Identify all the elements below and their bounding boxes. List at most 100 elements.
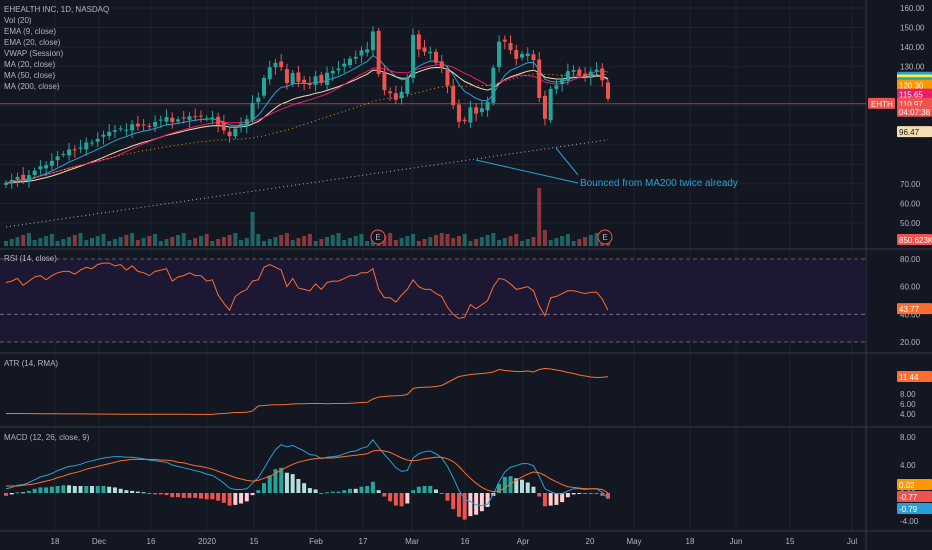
indicator-label-ema9[interactable]: EMA (9, close)	[4, 27, 56, 36]
candle-body[interactable]	[588, 71, 593, 78]
candle-body[interactable]	[525, 53, 530, 56]
candle-body[interactable]	[330, 70, 335, 74]
candle-body[interactable]	[90, 142, 94, 144]
candle-body[interactable]	[256, 97, 261, 103]
candle-body[interactable]	[267, 67, 272, 80]
candle-body[interactable]	[485, 102, 490, 111]
candle-body[interactable]	[290, 73, 295, 84]
candle-body[interactable]	[445, 69, 450, 86]
candle-body[interactable]	[49, 160, 54, 166]
candle-body[interactable]	[565, 71, 570, 81]
candle-body[interactable]	[170, 117, 175, 123]
candle-body[interactable]	[279, 61, 284, 68]
candle-body[interactable]	[118, 128, 123, 130]
candle-body[interactable]	[376, 30, 381, 74]
candle-body[interactable]	[468, 107, 473, 123]
candle-body[interactable]	[296, 72, 301, 82]
candle-body[interactable]	[411, 34, 416, 78]
candle-body[interactable]	[537, 59, 542, 98]
candle-body[interactable]	[606, 82, 610, 99]
candle-body[interactable]	[284, 69, 289, 84]
candle-body[interactable]	[176, 119, 180, 122]
candle-body[interactable]	[502, 39, 507, 42]
candle-body[interactable]	[353, 56, 358, 59]
candle-body[interactable]	[164, 117, 169, 122]
candle-body[interactable]	[307, 84, 312, 86]
indicator-label-ma50[interactable]: MA (50, close)	[4, 71, 55, 80]
candle-body[interactable]	[84, 142, 89, 150]
candle-body[interactable]	[262, 77, 266, 96]
candle-body[interactable]	[112, 130, 117, 132]
indicator-label-vol[interactable]: Vol (20)	[4, 16, 32, 25]
candle-body[interactable]	[4, 182, 8, 185]
candle-body[interactable]	[250, 102, 255, 120]
candle-body[interactable]	[548, 88, 553, 121]
candle-body[interactable]	[422, 47, 427, 52]
candle-body[interactable]	[451, 86, 456, 106]
candle-body[interactable]	[531, 54, 536, 61]
candle-body[interactable]	[474, 107, 479, 114]
candle-body[interactable]	[520, 53, 524, 58]
macd-label[interactable]: MACD (12, 26, close, 9)	[4, 433, 90, 442]
candle-body[interactable]	[571, 70, 576, 72]
candle-body[interactable]	[181, 117, 186, 119]
candle-body[interactable]	[32, 170, 37, 176]
candle-body[interactable]	[221, 122, 226, 131]
candle-body[interactable]	[72, 149, 77, 151]
candle-body[interactable]	[21, 174, 26, 180]
candle-body[interactable]	[244, 119, 249, 126]
candle-body[interactable]	[577, 69, 582, 76]
candle-body[interactable]	[61, 154, 66, 156]
rsi-label[interactable]: RSI (14, close)	[4, 254, 57, 263]
candle-body[interactable]	[124, 129, 129, 131]
candle-body[interactable]	[416, 34, 421, 50]
candle-body[interactable]	[135, 123, 140, 127]
candle-body[interactable]	[141, 124, 146, 126]
candle-body[interactable]	[44, 165, 49, 169]
time-axis[interactable]: 18 Dec 16 2020 15 Feb 17 Mar 16 Apr 20 May 18 Jun 15 Ju…	[51, 537, 858, 546]
atr-label[interactable]: ATR (14, RMA)	[4, 359, 58, 368]
chart-title[interactable]: EHEALTH INC, 1D, NASDAQ	[4, 5, 109, 14]
candle-body[interactable]	[216, 116, 221, 125]
indicator-label-vwap[interactable]: VWAP (Session)	[4, 49, 63, 58]
indicator-label-ma200[interactable]: MA (200, close)	[4, 82, 60, 91]
candle-body[interactable]	[388, 91, 393, 94]
candle-body[interactable]	[233, 128, 238, 137]
candle-body[interactable]	[78, 147, 83, 149]
candle-body[interactable]	[204, 118, 209, 120]
candle-body[interactable]	[594, 69, 599, 72]
candle-body[interactable]	[319, 74, 324, 83]
candle-body[interactable]	[348, 58, 352, 66]
candle-body[interactable]	[130, 124, 135, 131]
candle-body[interactable]	[462, 119, 467, 122]
candle-body[interactable]	[405, 77, 410, 94]
candle-body[interactable]	[9, 180, 14, 184]
candle-body[interactable]	[359, 50, 364, 56]
atr-pane[interactable]	[6, 367, 609, 415]
candle-body[interactable]	[15, 176, 20, 180]
candle-body[interactable]	[382, 71, 387, 91]
annotation[interactable]: Bounced from MA200 twice already	[475, 147, 738, 189]
candle-body[interactable]	[147, 125, 152, 127]
macd-axis[interactable]: 8.004.000.00-4.000.02-0.77-0.79	[897, 433, 932, 526]
candle-body[interactable]	[456, 104, 461, 122]
candle-body[interactable]	[95, 138, 100, 142]
rsi-pane[interactable]	[5, 262, 609, 320]
candle-body[interactable]	[158, 119, 163, 121]
candle-body[interactable]	[302, 79, 307, 83]
candle-body[interactable]	[491, 67, 496, 103]
indicator-label-ema20[interactable]: EMA (20, close)	[4, 38, 61, 47]
candle-body[interactable]	[542, 95, 547, 119]
candle-body[interactable]	[273, 62, 278, 68]
candle-body[interactable]	[107, 131, 112, 137]
candle-body[interactable]	[336, 68, 341, 71]
candle-body[interactable]	[38, 166, 43, 170]
candle-body[interactable]	[560, 78, 565, 85]
candle-body[interactable]	[365, 49, 370, 53]
candle-body[interactable]	[508, 42, 513, 51]
candle-body[interactable]	[67, 149, 72, 156]
macd-pane[interactable]	[4, 438, 610, 520]
candle-body[interactable]	[479, 108, 484, 113]
